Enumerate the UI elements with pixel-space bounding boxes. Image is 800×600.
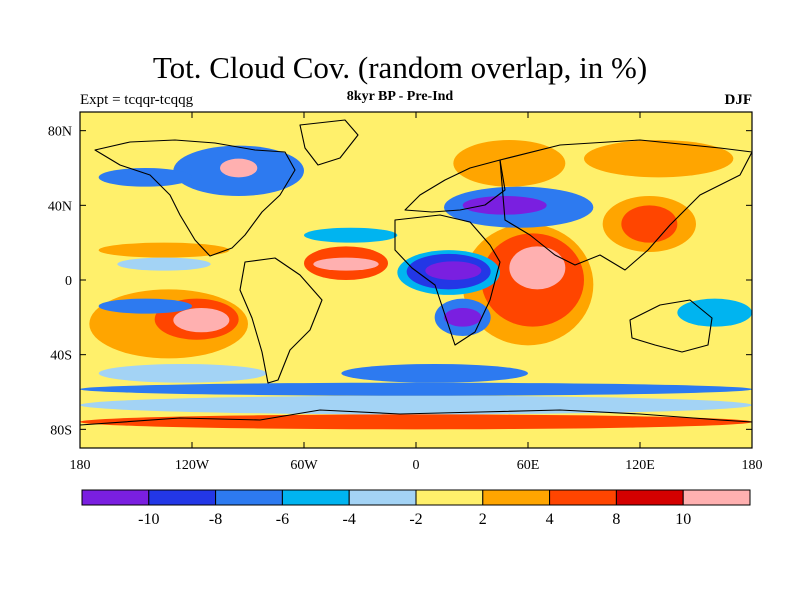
coastline-greenland: [299, 119, 359, 166]
coastline-asia: [499, 139, 752, 271]
coastline-north-america: [94, 139, 296, 257]
anomaly-region-26: [80, 414, 752, 430]
coastlines: [80, 119, 752, 426]
y-tick-label-1: 40N: [48, 199, 72, 214]
anomaly-region-5: [98, 242, 230, 258]
map-plot-area: [80, 112, 752, 448]
colorbar: -10 -8 -6 -4 -2 2 4 8 10: [81, 489, 751, 528]
colorbar-swatch-0: [81, 489, 150, 506]
x-tick-label-6: 180: [742, 458, 763, 473]
colorbar-label-1: -8: [209, 511, 222, 528]
anomaly-region-4: [117, 257, 211, 271]
anomaly-region-30: [341, 364, 528, 383]
anomaly-region-25: [584, 140, 734, 178]
x-tick-label-2: 60W: [290, 458, 318, 473]
x-tick-label-5: 120E: [625, 458, 655, 473]
map-title: Tot. Cloud Cov. (random overlap, in %): [152, 50, 648, 85]
anomaly-region-12: [444, 308, 482, 327]
anomaly-region-19: [621, 205, 678, 243]
anomaly-region-14: [509, 246, 566, 290]
anomaly-region-21: [220, 158, 258, 178]
colorbar-label-5: 2: [479, 511, 487, 528]
colorbar-swatch-5: [415, 489, 484, 506]
anomaly-region-28: [80, 382, 752, 396]
coastline-south-america: [239, 257, 323, 384]
y-axis: 80N 40N 0 40S 80S: [48, 125, 752, 438]
colorbar-swatch-1: [148, 489, 217, 506]
y-tick-label-0: 80N: [48, 125, 72, 140]
anomaly-region-27: [80, 395, 752, 415]
colorbar-label-3: -4: [343, 511, 356, 528]
y-tick-label-4: 80S: [50, 423, 72, 438]
colorbar-label-2: -6: [276, 511, 289, 528]
anomaly-region-3: [98, 298, 192, 314]
anomaly-region-8: [304, 227, 398, 243]
colorbar-label-7: 8: [612, 511, 620, 528]
coastline-antarctica: [80, 409, 752, 426]
y-tick-label-2: 0: [65, 274, 72, 289]
coastline-africa: [394, 214, 501, 346]
x-axis: 180 120W 60W 0 60E 120E 180: [70, 112, 763, 473]
coastline-australia: [629, 299, 713, 353]
colorbar-swatch-6: [482, 489, 551, 506]
colorbar-swatch-4: [348, 489, 417, 506]
colorbar-label-0: -10: [138, 511, 159, 528]
x-tick-label-3: 0: [413, 458, 420, 473]
anomaly-region-23: [98, 168, 192, 187]
colorbar-swatch-2: [215, 489, 283, 506]
anomaly-region-17: [462, 196, 547, 215]
period-label: 8kyr BP - Pre-Ind: [346, 89, 454, 104]
colorbar-label-8: 10: [675, 511, 691, 528]
x-tick-label-4: 60E: [517, 458, 540, 473]
anomaly-region-24: [453, 140, 566, 187]
colorbar-swatch-9: [682, 489, 751, 506]
colorbar-label-6: 4: [546, 511, 554, 528]
colorbar-swatch-3: [281, 489, 350, 506]
x-tick-label-1: 120W: [175, 458, 210, 473]
anomaly-region-29: [98, 364, 267, 383]
colorbar-swatch-8: [615, 489, 684, 506]
x-tick-label-0: 180: [70, 458, 91, 473]
coastline-europe: [404, 159, 506, 213]
season-label: DJF: [724, 92, 753, 108]
anomaly-regions: [80, 140, 752, 430]
anomaly-region-31: [677, 298, 752, 327]
anomaly-region-6: [313, 257, 379, 271]
anomaly-region-0: [173, 308, 230, 333]
anomaly-region-9: [425, 261, 482, 280]
colorbar-swatch-7: [549, 489, 617, 506]
y-tick-label-3: 40S: [50, 349, 72, 364]
experiment-label: Expt = tcqqr-tcqqg: [80, 92, 194, 108]
colorbar-label-4: -2: [409, 511, 422, 528]
